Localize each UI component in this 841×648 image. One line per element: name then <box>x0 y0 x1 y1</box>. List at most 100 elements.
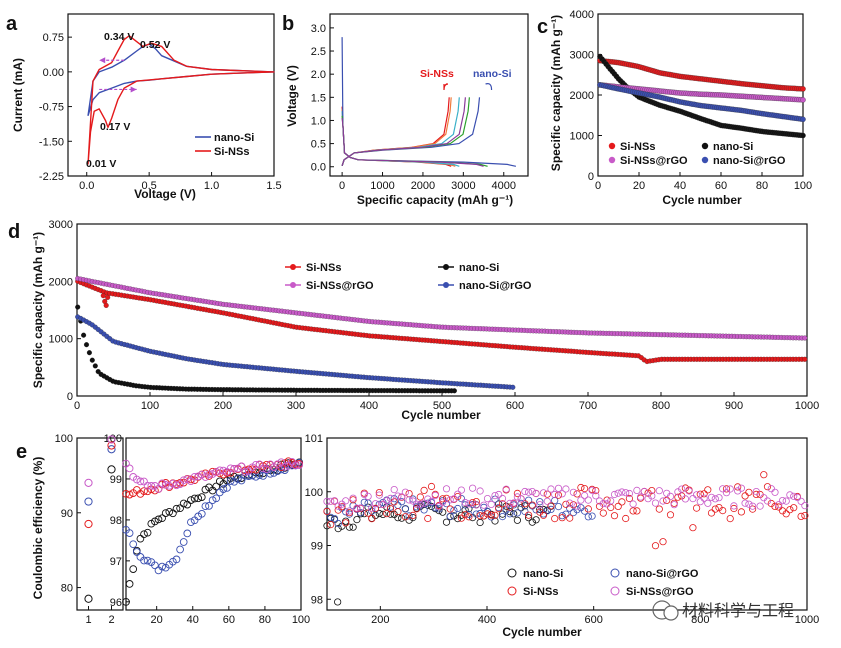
panel-e-sub2-xtick-label: 100 <box>292 614 310 626</box>
data-point-si-nss-rgo <box>280 463 289 471</box>
data-point-si-nss-rgo <box>577 496 585 504</box>
panel-c-legend: Si-NSs nano-Si Si-NSs@rGO nano-Si@rGO <box>608 141 786 167</box>
panel-e-sub3-xtick-label: 400 <box>478 614 496 626</box>
annotation-0-34V: 0.34 V <box>104 31 134 43</box>
panel-a-frame <box>67 13 275 177</box>
discharge-curve <box>341 106 452 167</box>
legend-label-si-nss-rgo: Si-NSs@rGO <box>626 586 694 598</box>
data-point-nano-si <box>386 510 395 518</box>
data-point-nano-si-rgo <box>125 529 134 537</box>
data-point-nano-si-rgo <box>140 556 148 565</box>
data-point-si-nss <box>386 505 395 513</box>
data-point-si-nss <box>622 514 630 523</box>
data-point-si-nss <box>558 514 566 522</box>
data-point-nano-si <box>334 598 342 606</box>
data-point-si-nss-rgo <box>558 490 566 498</box>
charge-curve <box>341 97 460 166</box>
data-point-nano-si <box>129 565 138 573</box>
data-point-si-nss <box>595 502 604 510</box>
data-point-si-nss <box>704 486 712 494</box>
data-point-si-nss-rgo <box>330 497 339 505</box>
panel-c-xtick-label: 60 <box>715 180 727 192</box>
data-point-nano-si <box>342 517 350 525</box>
data-point-nano-si <box>536 505 544 513</box>
discharge-curve <box>341 111 460 167</box>
data-point-si-nss-rgo <box>539 489 548 497</box>
data-point-si-nss-rgo <box>595 497 604 505</box>
data-point-nano-si-rgo <box>154 566 163 575</box>
data-point-si-nss-rgo <box>797 497 805 505</box>
data-point-si-nss <box>752 490 760 498</box>
panel-a-xtick-label: 0.5 <box>142 180 157 192</box>
data-point-nano-si-rgo <box>558 512 566 520</box>
data-point-si-nss <box>528 501 536 509</box>
panel-e-sub3-xtick-label: 600 <box>584 614 602 626</box>
data-point-si-nss-rgo <box>450 495 458 503</box>
panel-d-xtick-label: 700 <box>579 400 597 412</box>
data-point-si-nss <box>364 509 372 517</box>
panel-e-sub3-frame <box>326 437 808 611</box>
panel-d-ytick-label: 1000 <box>49 334 73 346</box>
data-point-si-nss-rgo <box>543 497 551 505</box>
data-point-nano-si-rgo <box>176 545 184 554</box>
data-point-nano-si <box>375 509 383 518</box>
data-point-si-nss-rgo <box>208 470 217 478</box>
data-point-si-nss-rgo <box>327 497 335 505</box>
data-point-si-nss <box>666 511 675 519</box>
panel-d-ytick-label: 2000 <box>49 276 73 288</box>
data-point-nano-si <box>187 496 195 504</box>
panel-c-cycling-100: c Specific capacity (mAh g⁻¹) Cycle numb… <box>537 9 812 207</box>
panel-b-frame <box>329 13 529 177</box>
data-point-nano-si-rgo <box>201 502 210 511</box>
data-point-si-nss-rgo <box>778 496 787 505</box>
data-point-si-nss <box>409 511 417 520</box>
panel-a-cv-plot: a Current (mA) Voltage (V) 0.0 0.5 1.0 1.5 0… <box>6 13 282 201</box>
annotation-nano-si: nano-Si <box>473 68 512 80</box>
data-point-si-nss-rgo <box>442 485 451 493</box>
data-point-si-nss <box>745 488 753 496</box>
data-point-nano-si <box>394 514 402 522</box>
data-point-nano-si-rgo <box>327 513 335 521</box>
data-point-si-nss <box>472 497 480 506</box>
data-point-nano-si-rgo <box>179 538 188 546</box>
data-point-si-nss <box>513 489 522 497</box>
data-point-nano-si-rgo <box>424 499 432 507</box>
data-point-si-nss <box>524 511 533 519</box>
data-point-si-nss-rgo <box>618 488 626 496</box>
data-point-si-nss-rgo <box>262 465 271 474</box>
data-point-si-nss <box>801 511 809 520</box>
data-point-si-nss <box>401 513 409 521</box>
data-point-nano-si-rgo <box>543 507 551 515</box>
panel-e-sub1-ytick-label: 90 <box>61 508 73 520</box>
data-point-nano-si-rgo <box>394 501 402 509</box>
data-point-nano-si-rgo <box>412 503 421 511</box>
data-point-si-nss <box>782 510 790 518</box>
data-point-si-nss-rgo <box>599 499 607 508</box>
data-point-si-nss-rgo <box>446 496 454 504</box>
data-point-si-nss-rgo <box>748 502 757 510</box>
data-point-nano-si-rgo <box>510 384 516 390</box>
data-point-si-nss-rgo <box>360 490 368 498</box>
data-point-si-nss <box>412 505 421 513</box>
panel-d-label: d <box>8 221 20 243</box>
data-point-si-nss <box>748 505 757 513</box>
data-point-si-nss-rgo <box>771 488 779 496</box>
data-point-si-nss <box>692 504 701 512</box>
panel-e-sub3-xtick-label: 800 <box>691 614 709 626</box>
data-point-si-nss-rgo <box>528 487 536 496</box>
data-point-si-nss-rgo <box>524 488 533 496</box>
panel-d-ytick-label: 0 <box>67 391 73 403</box>
panel-a-label: a <box>6 13 18 35</box>
data-point-nano-si <box>154 515 163 524</box>
data-point-si-nss-rgo <box>273 460 282 469</box>
data-point-si-nss <box>786 506 794 514</box>
panel-e-ylabel: Coulombic efficiency (%) <box>31 457 45 600</box>
legend-label-nano-si-rgo: nano-Si@rGO <box>713 155 786 167</box>
data-point-si-nss <box>730 504 738 513</box>
data-point-si-nss-rgo <box>241 468 249 476</box>
data-point-si-nss-rgo <box>172 481 181 490</box>
data-point-si-nss-rgo <box>741 499 749 507</box>
data-point-si-nss-rgo <box>125 464 134 473</box>
data-point-si-nss <box>734 483 742 491</box>
data-point-nano-si-rgo <box>330 514 339 523</box>
